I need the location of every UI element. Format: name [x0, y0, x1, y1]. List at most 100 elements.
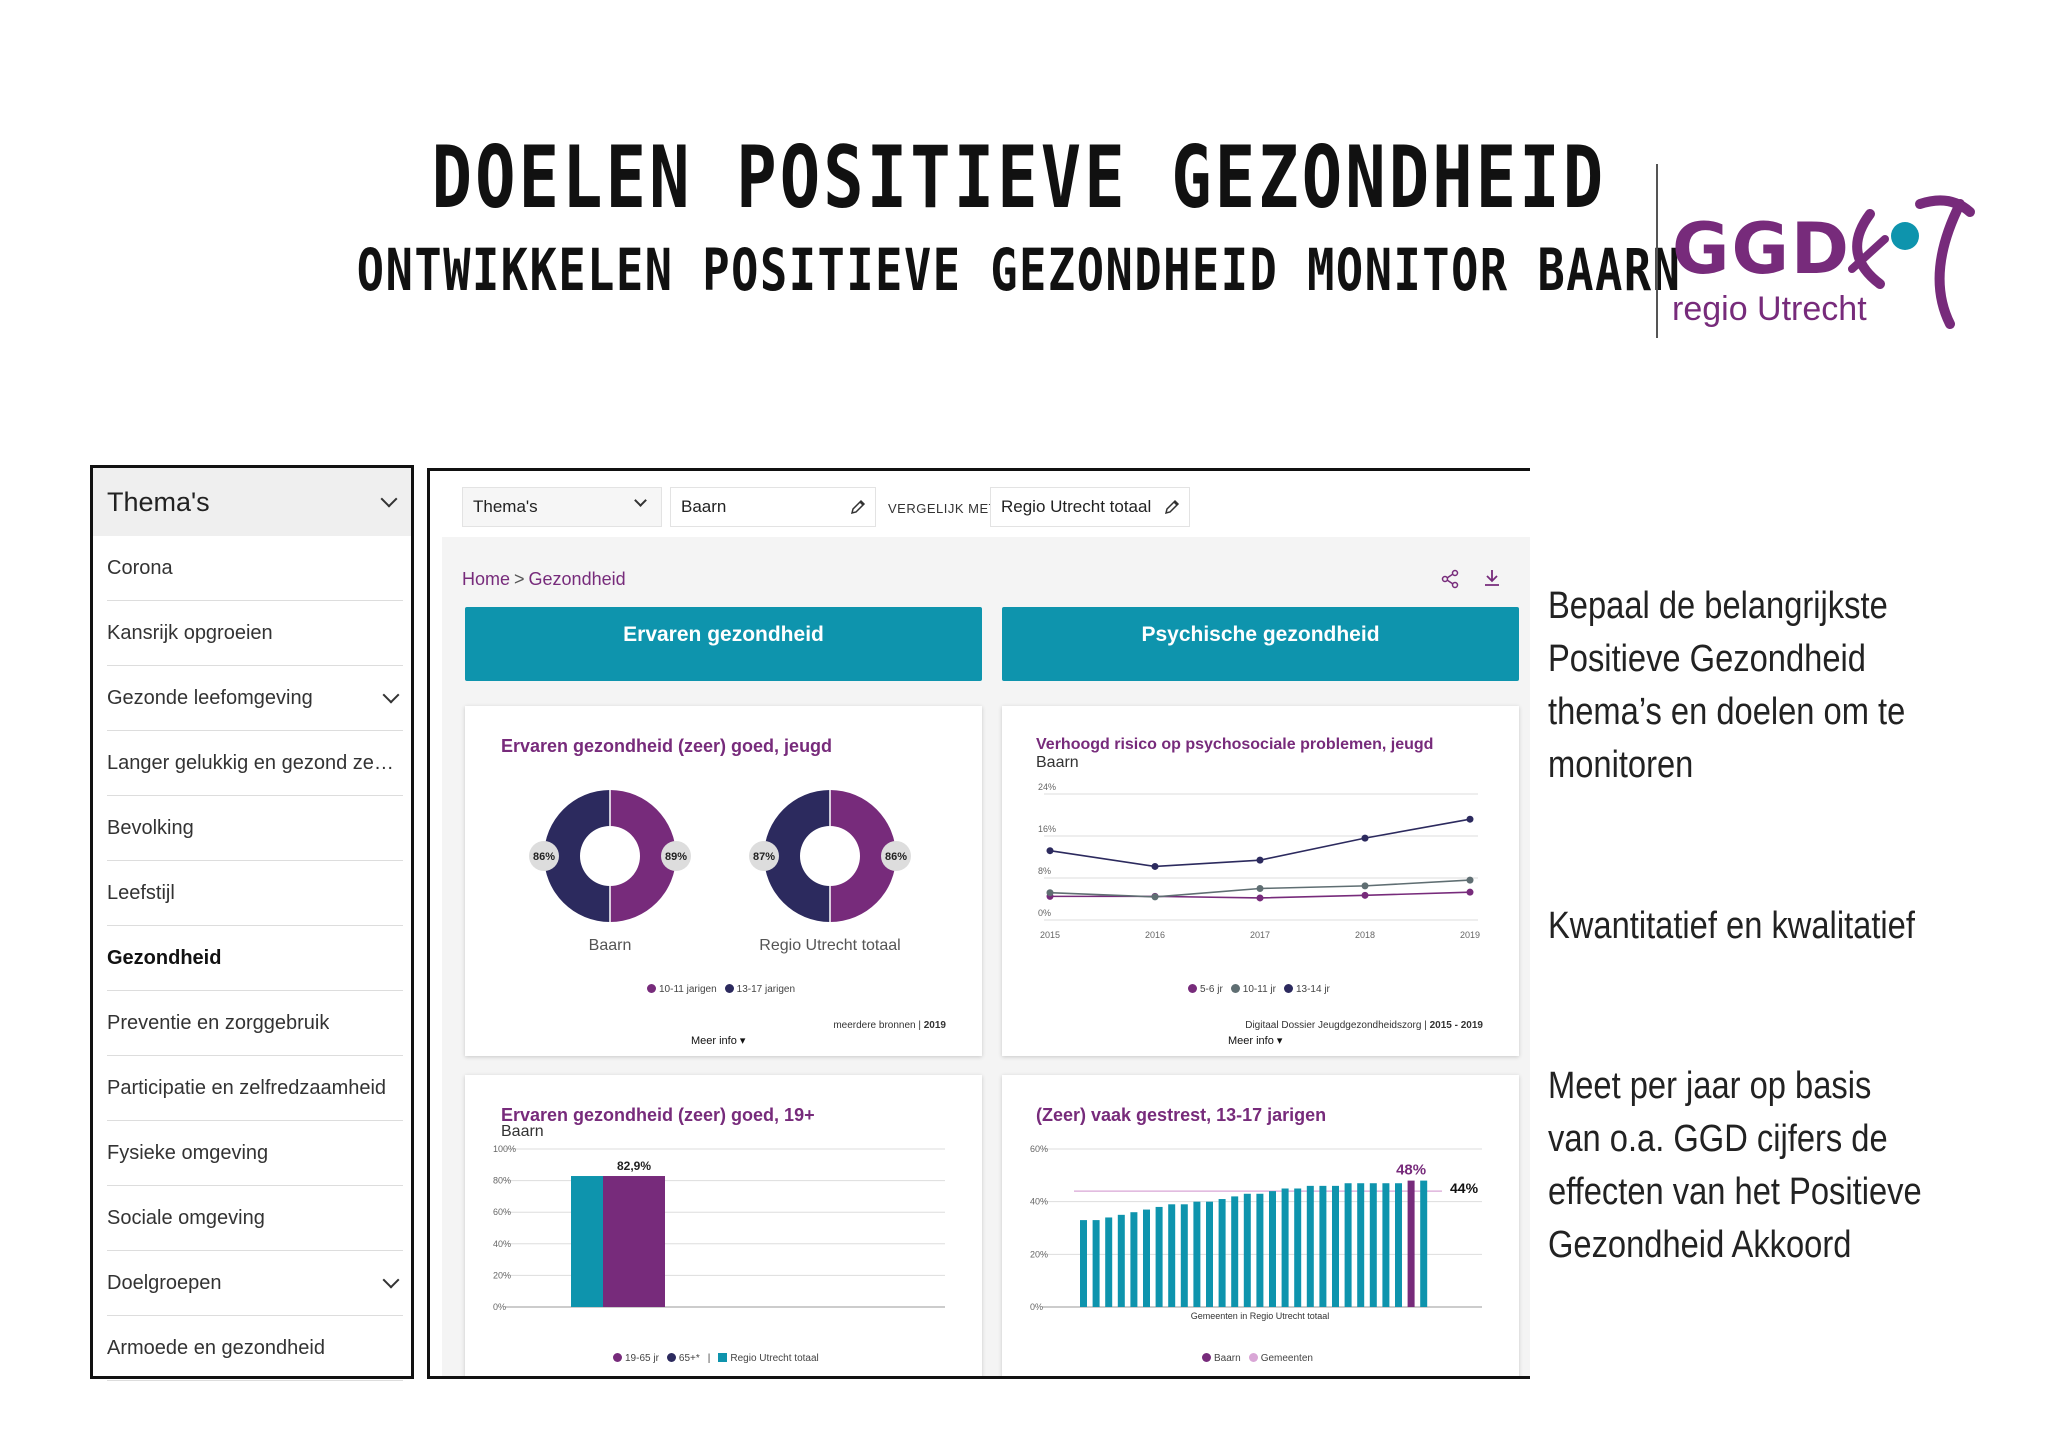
reference-label: 44% — [1450, 1180, 1479, 1196]
share-icon[interactable] — [1440, 569, 1460, 589]
legend-separator: | — [707, 1353, 711, 1364]
sidebar-item[interactable]: Preventie en zorggebruik — [107, 991, 403, 1056]
meer-info-link[interactable]: Meer info ▾ — [691, 1035, 746, 1047]
chevron-down-icon[interactable] — [382, 686, 400, 704]
bar — [1092, 1220, 1100, 1307]
y-tick-label: 16% — [1038, 824, 1056, 834]
bar — [1332, 1185, 1339, 1307]
legend-item: 5-6 jr — [1188, 984, 1223, 995]
y-tick-label: 100% — [493, 1144, 516, 1154]
sidebar-item-label: Corona — [107, 556, 173, 579]
data-point — [1361, 834, 1369, 842]
note-measure: Meet per jaar op basis van o.a. GGD cijf… — [1548, 1065, 1922, 1266]
breadcrumb-home[interactable]: Home — [462, 569, 511, 589]
chevron-down-icon[interactable] — [380, 490, 398, 508]
theme-select-value: Thema's — [473, 497, 538, 516]
x-tick-label: 2015 — [1040, 930, 1060, 940]
chart-legend: Baarn Gemeenten — [1202, 1353, 1313, 1364]
data-label: 89% — [665, 851, 687, 863]
bar — [1306, 1185, 1314, 1307]
bar — [1130, 1212, 1138, 1307]
sidebar-item[interactable]: Sociale omgeving — [107, 1186, 403, 1251]
data-label: 87% — [753, 851, 775, 863]
card-title: Ervaren gezondheid (zeer) goed, 19+ — [501, 1105, 815, 1125]
download-icon[interactable] — [1482, 567, 1502, 589]
bar — [1155, 1206, 1163, 1307]
x-tick-label: 2018 — [1355, 930, 1375, 940]
theme-select[interactable]: Thema's — [462, 487, 662, 527]
data-point — [1046, 847, 1054, 855]
chevron-down-icon[interactable] — [382, 1271, 400, 1289]
chart-legend: 5-6 jr 10-11 jr 13-14 jr — [1188, 984, 1330, 995]
y-tick-label: 20% — [1030, 1249, 1048, 1259]
sidebar-item[interactable]: Fysieke omgeving — [107, 1121, 403, 1186]
data-point — [1466, 876, 1474, 884]
sidebar-item-label: Armoede en gezondheid — [107, 1336, 325, 1359]
y-tick-label: 60% — [1030, 1144, 1048, 1154]
sidebar-item[interactable]: Armoede en gezondheid — [107, 1316, 403, 1381]
breadcrumb-separator: > — [514, 569, 525, 589]
ggd-logo-icon — [1848, 195, 1975, 329]
edit-icon[interactable] — [849, 498, 867, 516]
y-tick-label: 40% — [493, 1239, 511, 1249]
data-point — [1046, 889, 1054, 897]
legend-item: 19-65 jr — [613, 1353, 659, 1364]
sidebar-item[interactable]: Langer gelukkig en gezond zel… — [107, 731, 403, 796]
sidebar-item-label: Fysieke omgeving — [107, 1141, 269, 1164]
bar — [571, 1176, 603, 1307]
line-chart: 0% 8% 16% 24% 2015 2016 2017 2018 2019 — [1038, 782, 1480, 940]
bar — [1231, 1196, 1239, 1307]
edit-icon[interactable] — [1163, 498, 1181, 516]
themes-sidebar-header[interactable]: Thema's — [93, 468, 411, 536]
sidebar-item[interactable]: Kansrijk opgroeien — [107, 601, 403, 666]
sidebar-item[interactable]: Corona — [107, 536, 403, 601]
card-title: Verhoogd risico op psychosociale problem… — [1036, 736, 1434, 753]
data-label-bubble — [661, 841, 691, 871]
donut-card: Ervaren gezondheid (zeer) goed, jeugd 86… — [465, 706, 982, 1056]
x-tick-label: 2017 — [1250, 930, 1270, 940]
comparison-chart: 0% 20% 40% 60% 48% 44% Gemeenten in Regio Utre… — [1030, 1144, 1482, 1321]
data-label-bubble — [881, 841, 911, 871]
data-label-bubble — [529, 841, 559, 871]
sidebar-item-label: Sociale omgeving — [107, 1206, 265, 1229]
chart-source: Digitaal Dossier Jeugdgezondheidszorg | … — [1245, 1020, 1483, 1031]
compare-region-value: Regio Utrecht totaal — [1001, 497, 1152, 516]
bar-card: Ervaren gezondheid (zeer) goed, 19+ Baar… — [465, 1075, 982, 1376]
data-label: 86% — [885, 851, 907, 863]
themes-list: Corona Kansrijk opgroeien Gezonde leefomge… — [93, 536, 411, 1381]
sidebar-item[interactable]: Leefstijl — [107, 861, 403, 926]
bar — [1395, 1183, 1402, 1307]
logo-subtitle: regio Utrecht — [1672, 290, 1867, 328]
legend-item: 13-14 jr — [1283, 984, 1330, 995]
bar — [1218, 1199, 1226, 1307]
compare-region-field[interactable]: Regio Utrecht totaal — [990, 487, 1190, 527]
sidebar-item[interactable]: Doelgroepen — [107, 1251, 403, 1316]
sidebar-item[interactable]: Bevolking — [107, 796, 403, 861]
page-subtitle: ONTWIKKELEN POSITIEVE GEZONDHEID MONITOR… — [356, 236, 1682, 304]
tab-ervaren-gezondheid[interactable]: Ervaren gezondheid — [465, 607, 982, 681]
region-field[interactable]: Baarn — [670, 487, 876, 527]
y-tick-label: 20% — [493, 1270, 511, 1280]
bar — [1344, 1183, 1352, 1307]
bar — [1243, 1193, 1251, 1307]
data-point — [1361, 891, 1369, 899]
sidebar-item[interactable]: Gezondheid — [107, 926, 403, 991]
y-tick-label: 0% — [1030, 1302, 1043, 1312]
data-label: 86% — [533, 851, 555, 863]
tab-psychische-gezondheid[interactable]: Psychische gezondheid — [1002, 607, 1519, 681]
data-label: 82,9% — [617, 1159, 651, 1173]
legend-item: Gemeenten — [1248, 1353, 1313, 1364]
legend-item: 10-11 jarigen — [647, 984, 717, 995]
meer-info-link[interactable]: Meer info ▾ — [1228, 1035, 1283, 1047]
bar — [1281, 1188, 1289, 1307]
x-tick-label: 2016 — [1145, 930, 1165, 940]
bar — [1357, 1183, 1365, 1307]
legend-item: 65+* — [666, 1353, 700, 1364]
sidebar-item[interactable]: Participatie en zelfredzaamheid — [107, 1056, 403, 1121]
bar — [1117, 1214, 1125, 1307]
sidebar-item-label: Gezondheid — [107, 946, 222, 969]
sidebar-item[interactable]: Gezonde leefomgeving — [107, 666, 403, 731]
legend-item: 10-11 jr — [1230, 984, 1276, 995]
donut-slice — [544, 790, 610, 922]
bar — [1407, 1180, 1415, 1307]
